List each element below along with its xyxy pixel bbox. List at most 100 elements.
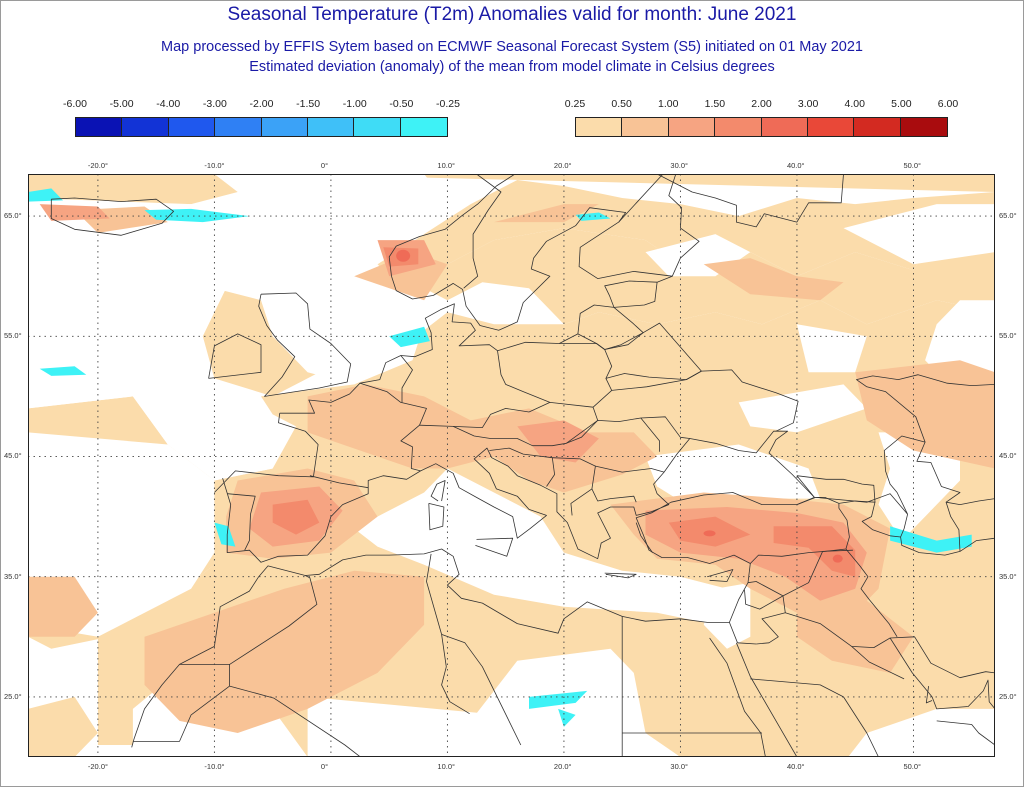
map-subtitle-processing: Map processed by EFFIS Sytem based on EC… xyxy=(161,39,863,55)
anomaly-area xyxy=(396,249,411,262)
cold-anomaly-area xyxy=(389,326,430,348)
legend-pos-label: 0.50 xyxy=(611,98,632,110)
legend-pos-label: 0.25 xyxy=(564,98,586,110)
country-border xyxy=(552,457,596,516)
latitude-label-left: 65.0° xyxy=(4,211,22,221)
legend-pos-swatch xyxy=(715,118,762,136)
cold-anomaly-area xyxy=(144,208,250,223)
country-border xyxy=(640,416,690,439)
no-anomaly-area xyxy=(738,384,867,433)
cold-anomaly-area xyxy=(529,690,588,709)
coastline xyxy=(279,174,673,414)
coastline xyxy=(258,292,352,397)
legend-pos-swatch xyxy=(854,118,901,136)
country-border xyxy=(838,500,891,537)
anomaly-map xyxy=(28,174,995,757)
country-border xyxy=(856,374,995,443)
country-border xyxy=(591,488,637,503)
legend-negative-labels: -6.00 -5.00 -4.00 -3.00 -2.00 -1.50 -1.00 -0.50… xyxy=(63,98,460,112)
country-border xyxy=(946,498,995,505)
legend-pos-label: 1.50 xyxy=(704,98,726,110)
country-border xyxy=(229,685,362,757)
country-border xyxy=(851,646,905,680)
anomaly-area xyxy=(494,204,599,223)
legend-neg-swatch xyxy=(354,118,401,136)
latitude-label-left: 55.0° xyxy=(4,331,22,341)
legend-pos-swatch xyxy=(668,118,716,136)
map-border xyxy=(28,174,995,757)
longitude-label-top: 0° xyxy=(320,161,329,170)
legend-neg-swatch xyxy=(215,118,262,136)
legend-pos-label: 5.00 xyxy=(891,98,912,110)
no-anomaly-area xyxy=(645,444,821,501)
coastline xyxy=(889,637,995,710)
coastline xyxy=(214,413,319,493)
country-border xyxy=(489,447,555,487)
country-border xyxy=(463,174,502,289)
legend-pos-label: 4.00 xyxy=(844,98,865,110)
anomaly-areas-cold xyxy=(28,188,972,727)
country-border xyxy=(453,407,599,447)
longitude-label-top: -10.0° xyxy=(204,161,225,170)
country-border xyxy=(756,595,786,645)
cold-anomaly-area xyxy=(39,366,87,376)
longitude-label-top: 40.0° xyxy=(786,161,805,170)
country-border xyxy=(796,475,876,503)
legend-pos-swatch xyxy=(807,118,855,136)
country-border xyxy=(227,493,256,551)
longitude-label-bottom: 20.0° xyxy=(553,762,572,771)
coastline xyxy=(635,522,653,553)
legend-pos-label: 1.00 xyxy=(658,98,679,110)
map-subtitle-units: Estimated deviation (anomaly) of the mea… xyxy=(249,59,775,75)
legend-neg-swatch xyxy=(122,118,169,136)
country-border xyxy=(309,475,369,489)
country-border xyxy=(925,686,933,704)
coastline xyxy=(656,174,844,228)
coastline xyxy=(709,637,766,757)
legend-positive: 0.25 0.50 1.00 1.50 2.00 3.00 4.00 5.00 6.00 xyxy=(565,98,958,137)
latitude-label-right: 55.0° xyxy=(999,331,1017,341)
anomaly-area xyxy=(517,420,599,463)
coastline xyxy=(475,537,514,557)
anomaly-areas-200 xyxy=(396,249,843,563)
legend-positive-labels: 0.25 0.50 1.00 1.50 2.00 3.00 4.00 5.00 6.00 xyxy=(565,98,958,112)
no-anomaly-area xyxy=(843,204,995,265)
country-border xyxy=(441,634,522,746)
anomaly-area xyxy=(855,360,995,469)
legend-pos-swatch xyxy=(761,118,808,136)
country-border xyxy=(419,402,594,428)
no-anomaly-area xyxy=(28,360,273,481)
coastline xyxy=(736,642,798,757)
legend-neg-swatch xyxy=(261,118,308,136)
latitude-label-left: 35.0° xyxy=(4,571,22,581)
country-border xyxy=(737,642,757,645)
latitude-label-right: 65.0° xyxy=(999,211,1017,221)
longitude-label-top: 50.0° xyxy=(903,161,922,170)
latitude-label-left: 45.0° xyxy=(4,451,22,461)
no-anomaly-area xyxy=(878,432,960,541)
country-border xyxy=(890,535,901,538)
coastline xyxy=(604,572,637,579)
country-border xyxy=(618,174,664,223)
cold-anomaly-area xyxy=(890,526,972,553)
anomaly-area xyxy=(28,174,238,205)
legend-negative: -6.00 -5.00 -4.00 -3.00 -2.00 -1.50 -1.00 -0.50… xyxy=(63,98,460,137)
coastline xyxy=(707,569,734,582)
anomaly-area xyxy=(272,499,320,535)
anomaly-area xyxy=(28,696,98,757)
longitude-label-bottom: 50.0° xyxy=(903,762,922,771)
cold-anomaly-area xyxy=(214,522,236,547)
legend-pos-label: 3.00 xyxy=(797,98,819,110)
country-border xyxy=(729,622,738,643)
legend-neg-swatch xyxy=(168,118,216,136)
country-border xyxy=(782,549,853,597)
country-border xyxy=(595,465,665,473)
longitude-label-bottom: -20.0° xyxy=(87,762,108,771)
legend-neg-label: -1.50 xyxy=(296,98,321,110)
coastline xyxy=(428,503,445,531)
country-border xyxy=(845,548,898,638)
coastlines xyxy=(50,174,995,757)
country-border xyxy=(400,355,413,403)
country-border xyxy=(959,537,995,552)
legend-negative-bar xyxy=(75,117,448,137)
